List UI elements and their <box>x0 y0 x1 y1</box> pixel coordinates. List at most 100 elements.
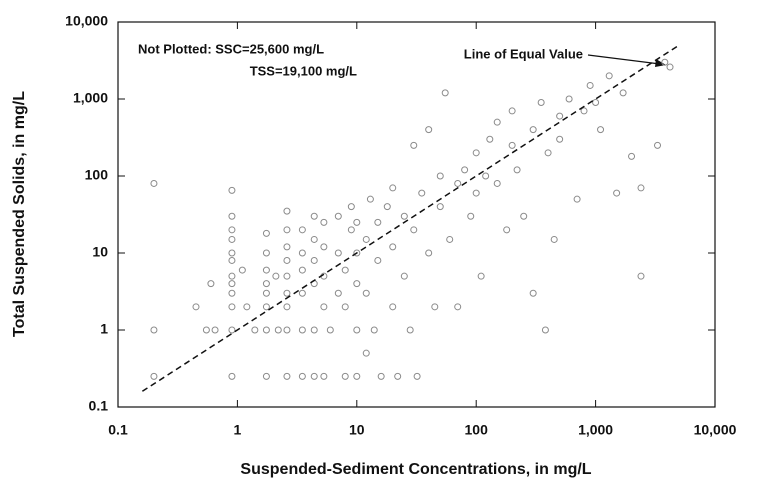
point <box>238 266 246 274</box>
point <box>406 326 414 334</box>
point <box>202 326 210 334</box>
y-tick-label: 10 <box>92 244 108 260</box>
point <box>389 303 397 311</box>
x-axis-title: Suspended-Sediment Concentrations, in mg… <box>240 461 591 478</box>
x-tick-label: 10 <box>349 422 365 438</box>
point <box>472 149 480 157</box>
point <box>353 249 361 257</box>
point <box>592 99 600 107</box>
y-tick-label: 1,000 <box>73 90 108 106</box>
point <box>262 326 270 334</box>
point <box>334 249 342 257</box>
point <box>334 289 342 297</box>
point <box>529 126 537 134</box>
point <box>320 372 328 380</box>
point <box>477 272 485 280</box>
point <box>467 212 475 220</box>
point <box>418 189 426 197</box>
point <box>597 126 605 134</box>
annotation-arrow <box>587 54 661 65</box>
point <box>508 107 516 115</box>
point <box>192 303 200 311</box>
point <box>228 256 236 264</box>
y-tick-label: 0.1 <box>89 398 109 414</box>
point <box>310 235 318 243</box>
point <box>556 135 564 143</box>
annotation: Not Plotted: SSC=25,600 mg/L <box>138 41 324 56</box>
point <box>353 280 361 288</box>
point <box>298 289 306 297</box>
y-axis-title: Total Suspended Solids, in mg/L <box>11 91 28 337</box>
point <box>298 326 306 334</box>
point <box>262 372 270 380</box>
plot-frame <box>117 21 716 408</box>
point <box>310 372 318 380</box>
point <box>461 166 469 174</box>
point <box>613 189 621 197</box>
point <box>556 112 564 120</box>
point <box>541 326 549 334</box>
point <box>413 372 421 380</box>
point <box>441 89 449 97</box>
point <box>283 226 291 234</box>
point <box>228 303 236 311</box>
point <box>150 179 158 187</box>
point <box>262 289 270 297</box>
point <box>362 235 370 243</box>
point <box>298 226 306 234</box>
point <box>410 226 418 234</box>
point <box>262 303 270 311</box>
point <box>550 235 558 243</box>
point <box>508 141 516 149</box>
point <box>228 212 236 220</box>
point <box>493 179 501 187</box>
point <box>410 141 418 149</box>
point <box>383 203 391 211</box>
point <box>326 326 334 334</box>
point <box>482 172 490 180</box>
reference-line-label: Line of Equal Value <box>464 46 583 61</box>
point <box>472 189 480 197</box>
point <box>228 280 236 288</box>
point <box>529 289 537 297</box>
y-tick-label: 100 <box>85 167 109 183</box>
annotation: TSS=19,100 mg/L <box>250 63 357 78</box>
point <box>400 212 408 220</box>
point <box>353 218 361 226</box>
point <box>425 126 433 134</box>
point <box>283 289 291 297</box>
point <box>283 303 291 311</box>
point <box>334 212 342 220</box>
point <box>298 372 306 380</box>
point <box>283 256 291 264</box>
point <box>228 372 236 380</box>
point <box>454 303 462 311</box>
point <box>537 99 545 107</box>
point <box>262 249 270 257</box>
point <box>347 226 355 234</box>
point <box>377 372 385 380</box>
point <box>228 272 236 280</box>
point <box>228 235 236 243</box>
point <box>353 372 361 380</box>
point <box>394 372 402 380</box>
point <box>310 256 318 264</box>
point <box>374 218 382 226</box>
point <box>228 289 236 297</box>
point <box>544 149 552 157</box>
point <box>283 372 291 380</box>
point <box>310 326 318 334</box>
point <box>446 235 454 243</box>
x-tick-label: 1 <box>234 422 242 438</box>
point <box>243 303 251 311</box>
point <box>228 249 236 257</box>
point <box>341 266 349 274</box>
point <box>150 326 158 334</box>
point <box>347 203 355 211</box>
point <box>454 179 462 187</box>
point <box>341 372 349 380</box>
point <box>619 89 627 97</box>
point <box>283 243 291 251</box>
point <box>341 303 349 311</box>
